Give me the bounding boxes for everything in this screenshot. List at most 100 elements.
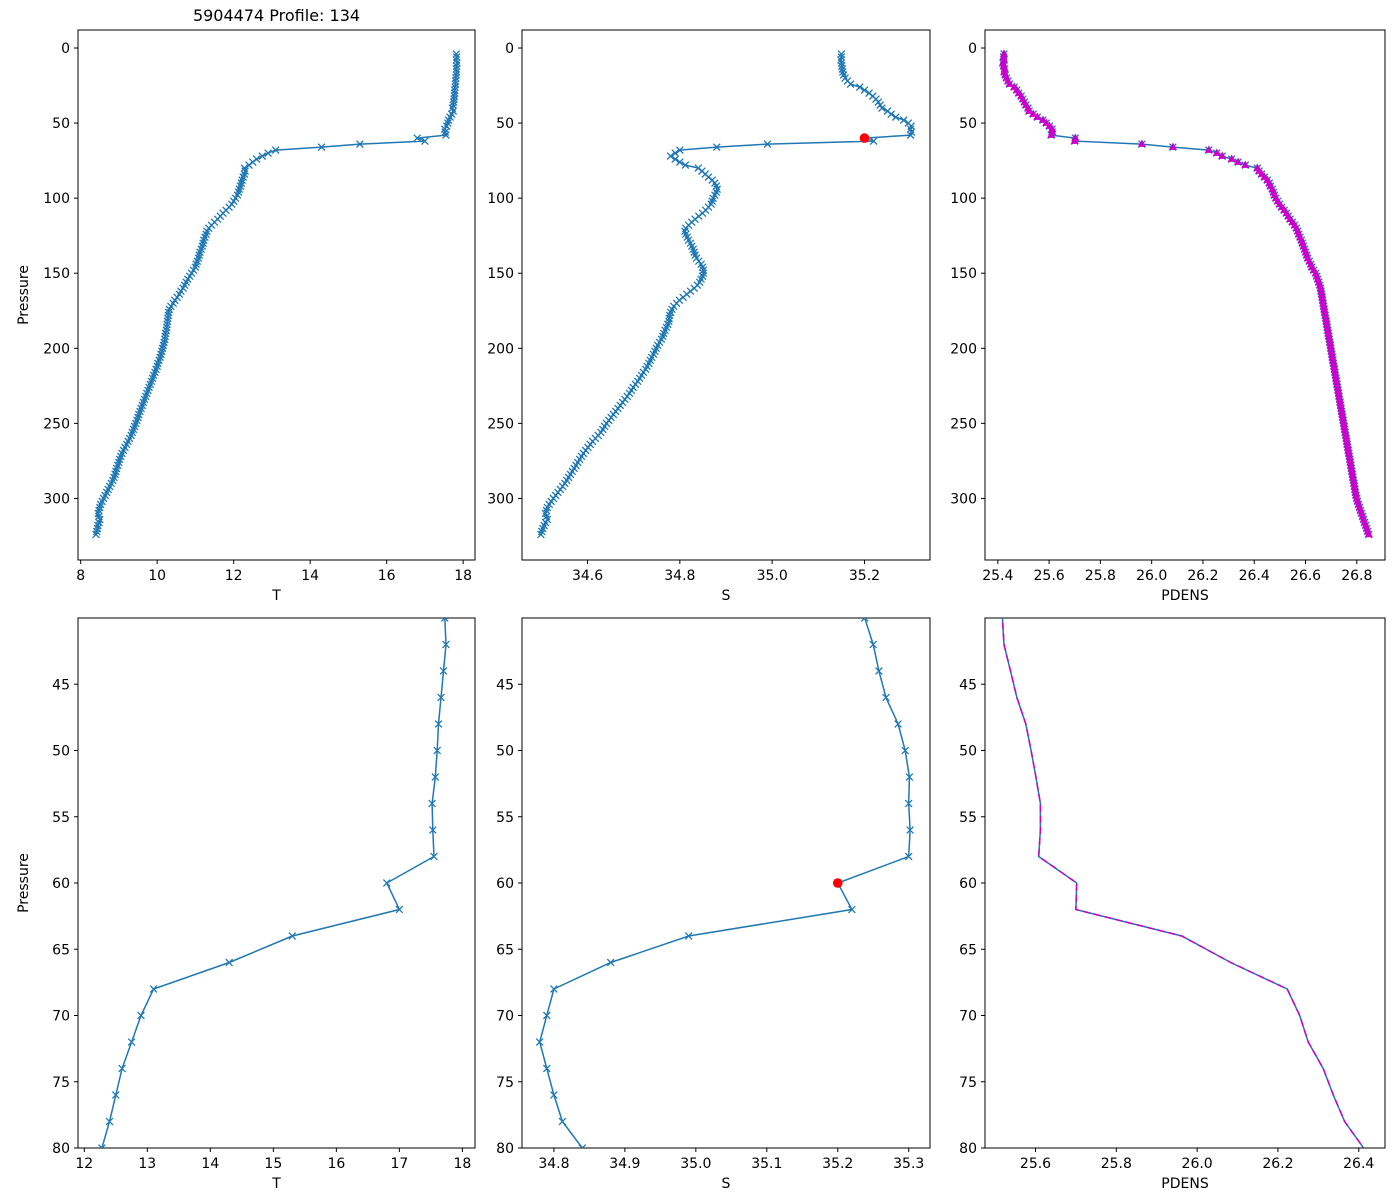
x-tick-label: 26.2	[1187, 568, 1218, 584]
y-tick-label: 50	[496, 744, 514, 760]
y-tick-label: 55	[52, 810, 70, 826]
y-tick-label: 70	[52, 1009, 70, 1025]
subplot-salinity-full: 34.6 34.8 35.0 35.2 0 50 100 150 200 250 300 S	[487, 29, 931, 604]
y-axis-label: Pressure	[16, 265, 32, 325]
subplot-temperature-full: 8 10 12 14 16 18 0 50 100 150 200 250 300 T Pressure 59…	[16, 6, 476, 604]
x-tick-label: 26.0	[1182, 1156, 1213, 1172]
x-tick-label: 10	[148, 568, 166, 584]
y-tick-label: 45	[959, 677, 977, 693]
x-axis-label: T	[271, 588, 281, 604]
y-tick-label: 45	[52, 677, 70, 693]
pdens-solid-line	[1001, 618, 1365, 1148]
y-tick-label: 75	[496, 1075, 514, 1091]
y-tick-label: 100	[43, 191, 70, 207]
temperature-line	[101, 618, 447, 1148]
x-tick-label: 12	[75, 1156, 93, 1172]
x-tick-label: 34.9	[609, 1156, 640, 1172]
x-tick-label: 26.4	[1343, 1156, 1374, 1172]
x-axis-label: PDENS	[1161, 588, 1209, 604]
x-tick-label: 18	[454, 568, 472, 584]
y-tick-label: 250	[43, 416, 70, 432]
x-tick-label: 35.0	[680, 1156, 711, 1172]
highlighted-bad-point	[832, 878, 843, 888]
x-tick-label: 8	[76, 568, 85, 584]
y-tick-label: 60	[496, 876, 514, 892]
y-axis-label: Pressure	[16, 853, 32, 913]
y-tick-label: 0	[505, 41, 514, 57]
x-tick-label: 14	[201, 1156, 219, 1172]
y-tick-label: 50	[959, 744, 977, 760]
x-axis-label: T	[271, 1176, 281, 1192]
axes-frame	[521, 29, 931, 561]
x-tick-label: 26.8	[1341, 568, 1372, 584]
subplot-pdens-zoom: 25.6 25.8 26.0 26.2 26.4 45 50 55 60 65 70 75 80 PDEN…	[959, 617, 1386, 1192]
highlighted-bad-point	[859, 133, 870, 143]
y-tick-label: 75	[959, 1075, 977, 1091]
y-tick-label: 80	[52, 1141, 70, 1157]
y-tick-label: 75	[52, 1075, 70, 1091]
y-tick-label: 0	[968, 41, 977, 57]
axes-frame	[521, 617, 931, 1149]
y-tick-label: 65	[496, 942, 514, 958]
x-tick-label: 35.2	[849, 568, 880, 584]
y-tick-label: 45	[496, 677, 514, 693]
y-tick-label: 300	[950, 491, 977, 507]
salinity-x-markers	[535, 618, 914, 1148]
axes-frame	[77, 29, 476, 561]
y-tick-label: 50	[52, 744, 70, 760]
x-tick-label: 12	[225, 568, 243, 584]
x-axis-label: S	[722, 1176, 731, 1192]
y-tick-label: 70	[959, 1009, 977, 1025]
x-axis-label: S	[722, 588, 731, 604]
chart-title: 5904474 Profile: 134	[193, 6, 360, 25]
y-tick-label: 0	[61, 41, 70, 57]
subplot-salinity-zoom: 34.8 34.9 35.0 35.1 35.2 35.3 45 50 55 60 65 70 75 80…	[496, 617, 931, 1192]
x-tick-label: 15	[264, 1156, 282, 1172]
x-tick-label: 34.8	[538, 1156, 569, 1172]
x-tick-label: 25.6	[1034, 568, 1065, 584]
x-tick-label: 26.2	[1262, 1156, 1293, 1172]
y-tick-label: 100	[487, 191, 514, 207]
y-tick-label: 80	[959, 1141, 977, 1157]
x-tick-label: 26.6	[1290, 568, 1321, 584]
y-tick-label: 150	[950, 266, 977, 282]
x-tick-label: 25.8	[1085, 568, 1116, 584]
salinity-line	[538, 618, 911, 1148]
y-tick-label: 200	[43, 341, 70, 357]
subplot-temperature-zoom: 12 13 14 15 16 17 18 45 50 55 60 65 70 75 80 T Pressure	[16, 617, 476, 1192]
temperature-x-markers	[92, 50, 461, 539]
y-tick-label: 300	[43, 491, 70, 507]
axes-frame	[77, 617, 476, 1149]
x-tick-label: 35.0	[757, 568, 788, 584]
y-tick-label: 150	[487, 266, 514, 282]
x-tick-label: 35.2	[822, 1156, 853, 1172]
x-tick-label: 25.6	[1020, 1156, 1051, 1172]
y-tick-label: 250	[487, 416, 514, 432]
y-tick-label: 50	[959, 116, 977, 132]
x-tick-label: 26.0	[1136, 568, 1167, 584]
x-tick-label: 16	[327, 1156, 345, 1172]
y-tick-label: 50	[496, 116, 514, 132]
y-tick-label: 60	[959, 876, 977, 892]
y-tick-label: 80	[496, 1141, 514, 1157]
x-tick-label: 13	[138, 1156, 156, 1172]
x-tick-label: 16	[378, 568, 396, 584]
x-tick-label: 35.3	[893, 1156, 924, 1172]
x-tick-label: 17	[390, 1156, 408, 1172]
subplot-pdens-full: 25.4 25.6 25.8 26.0 26.2 26.4 26.6 26.8 0 50 100 15…	[950, 29, 1386, 604]
y-tick-label: 55	[959, 810, 977, 826]
y-tick-label: 200	[487, 341, 514, 357]
y-tick-label: 200	[950, 341, 977, 357]
y-tick-label: 100	[950, 191, 977, 207]
x-tick-label: 34.6	[572, 568, 603, 584]
axes-frame	[984, 29, 1386, 561]
y-tick-label: 55	[496, 810, 514, 826]
y-tick-label: 65	[52, 942, 70, 958]
temperature-x-markers	[98, 618, 450, 1148]
y-tick-label: 50	[52, 116, 70, 132]
x-tick-label: 14	[301, 568, 319, 584]
x-tick-label: 25.8	[1101, 1156, 1132, 1172]
y-tick-label: 150	[43, 266, 70, 282]
